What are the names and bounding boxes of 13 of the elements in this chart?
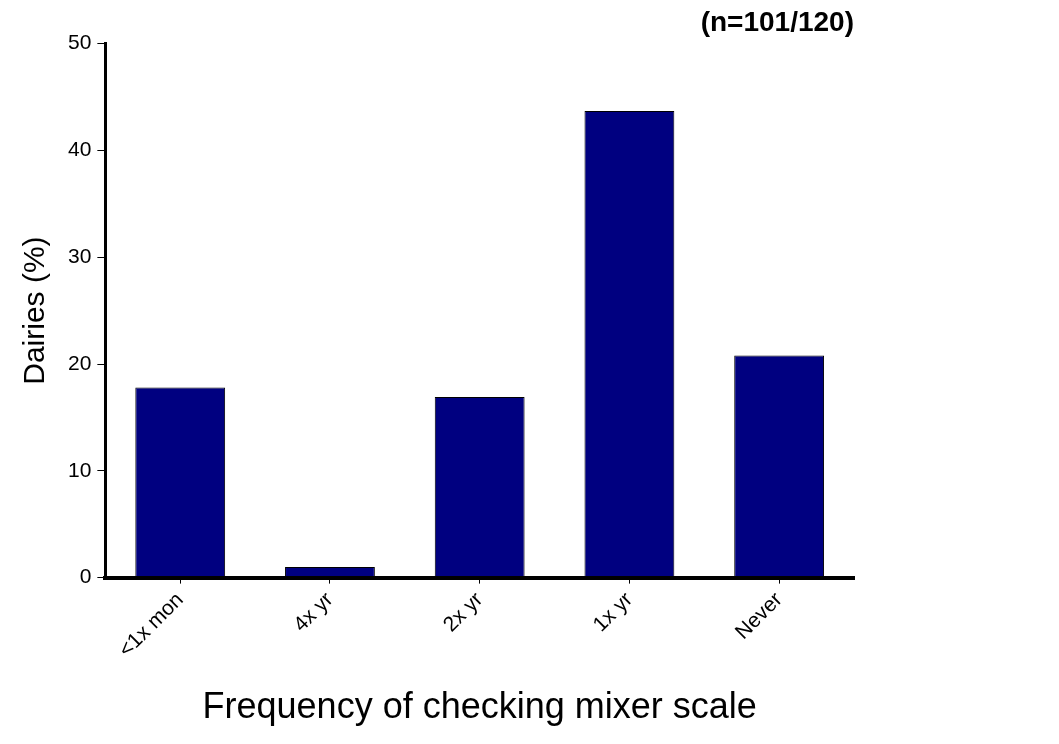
x-tick-label: 4x yr [288, 587, 337, 636]
y-tick-label: 20 [68, 350, 92, 374]
y-tick-label: 50 [68, 30, 92, 54]
y-tick-label: 30 [68, 244, 92, 267]
y-tick-label: 10 [68, 457, 92, 481]
x-tick-label: <1x mon [113, 587, 188, 661]
chart-title: (n=101/120) [700, 5, 854, 37]
x-axis-title: Frequency of checking mixer scale [202, 685, 757, 727]
x-tick-label: 2x yr [438, 587, 487, 636]
y-tick-label: 0 [79, 564, 92, 588]
y-axis-title: Dairies (%) [17, 236, 51, 385]
x-tick-label: 1x yr [587, 587, 637, 636]
y-tick-label: 40 [68, 137, 92, 161]
